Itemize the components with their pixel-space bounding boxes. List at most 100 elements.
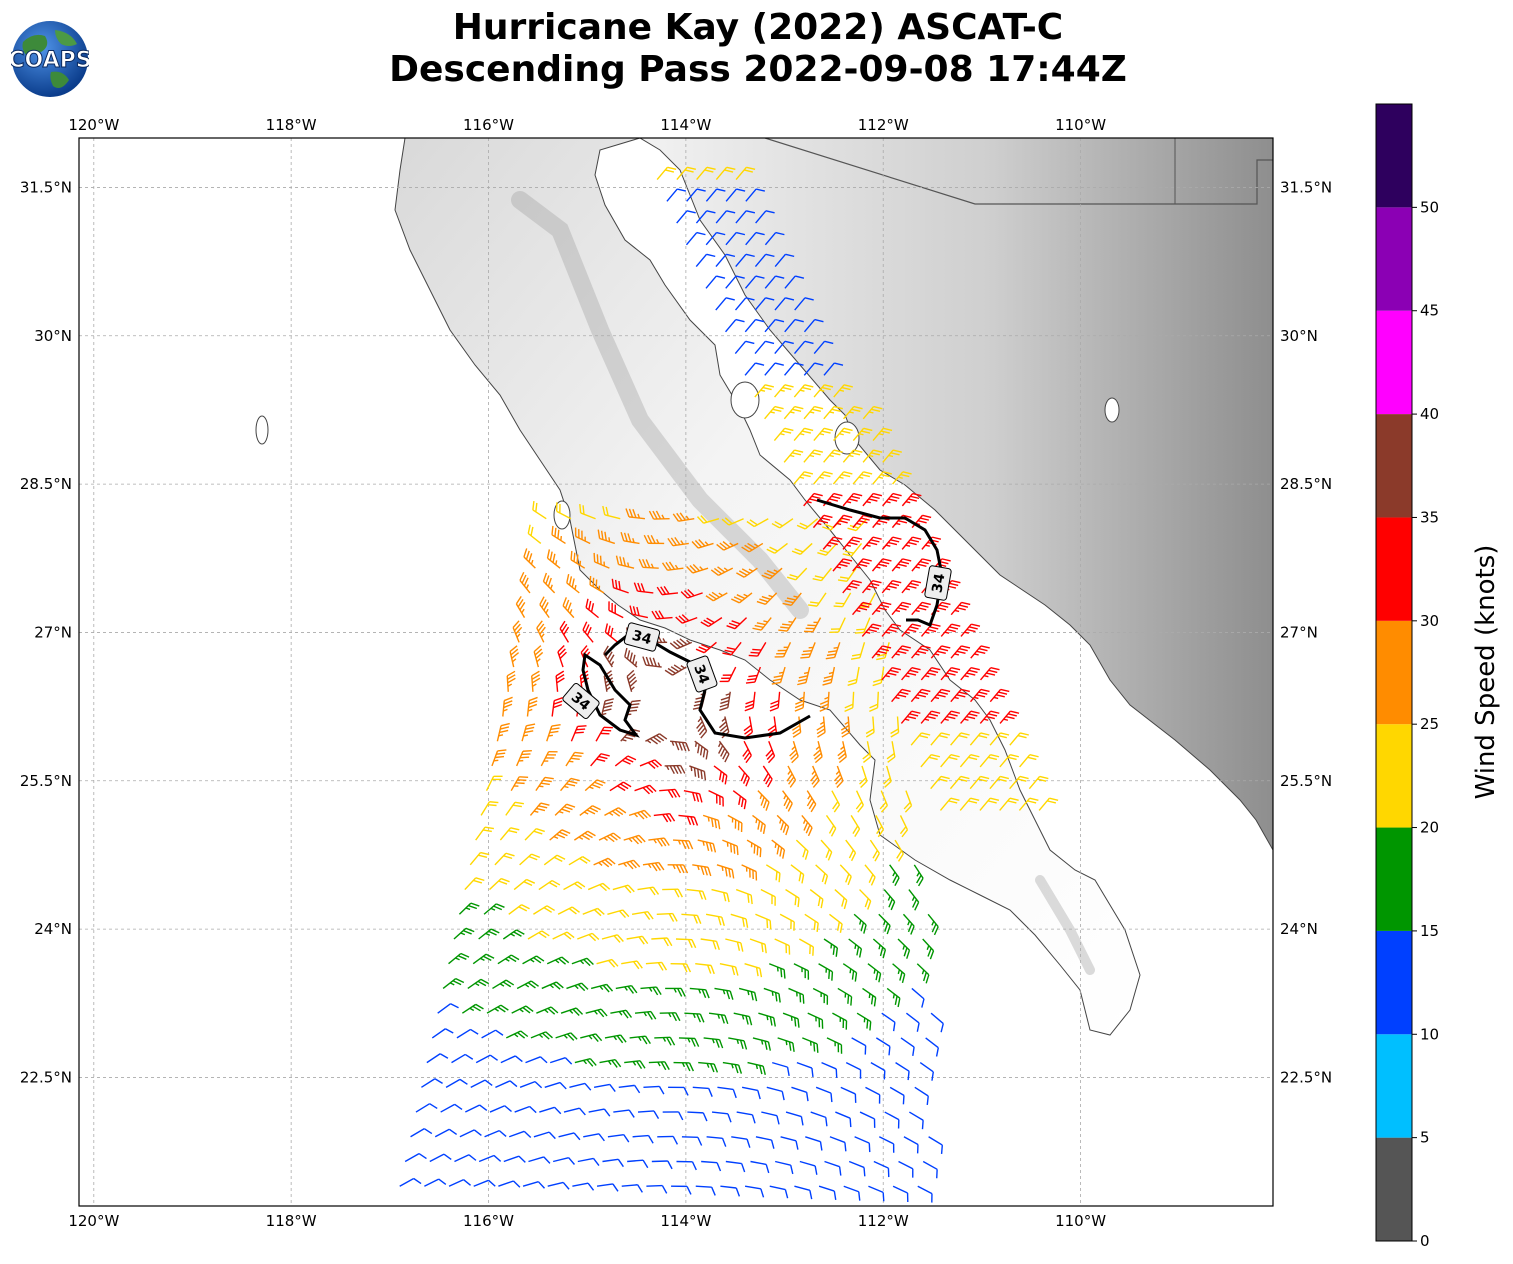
colorbar-bin bbox=[1376, 310, 1412, 415]
wind-barb bbox=[909, 1111, 924, 1130]
wind-barb bbox=[664, 664, 687, 676]
wind-barb bbox=[930, 732, 951, 746]
wind-barb bbox=[810, 765, 820, 788]
wind-barb bbox=[825, 814, 837, 837]
wind-barb bbox=[522, 955, 545, 965]
wind-barb bbox=[922, 938, 935, 960]
wind-barb bbox=[574, 1058, 597, 1067]
wind-barb bbox=[549, 1057, 573, 1065]
wind-barb bbox=[822, 536, 843, 550]
wind-barb bbox=[475, 826, 495, 841]
wind-barb bbox=[695, 963, 715, 975]
wind-barb bbox=[478, 1154, 502, 1163]
wind-barb bbox=[833, 765, 844, 788]
wind-barb bbox=[664, 764, 686, 775]
wind-barb bbox=[879, 790, 889, 813]
map-frame bbox=[78, 137, 1274, 1207]
wind-barb bbox=[572, 1182, 595, 1191]
colorbar-tick-label: 20 bbox=[1420, 819, 1439, 837]
wind-barb bbox=[852, 514, 873, 529]
wind-barb bbox=[554, 803, 576, 816]
wind-barb bbox=[939, 797, 960, 811]
wind-barb bbox=[812, 514, 833, 529]
wind-barb bbox=[689, 765, 707, 781]
wind-barb bbox=[873, 1160, 890, 1178]
wind-barb bbox=[878, 1136, 895, 1153]
wind-barb bbox=[637, 1110, 660, 1120]
wind-barb bbox=[585, 598, 599, 619]
wind-barb bbox=[415, 1103, 438, 1113]
wind-barb bbox=[683, 789, 703, 803]
us-border bbox=[764, 138, 1273, 205]
wind-barb bbox=[766, 542, 788, 554]
wind-barb bbox=[686, 188, 706, 202]
wind-barb bbox=[593, 1083, 616, 1092]
wind-barb bbox=[601, 934, 624, 943]
lat-tick-label: 22.5°N bbox=[1280, 1068, 1332, 1086]
wind-barb bbox=[489, 1105, 512, 1113]
wind-barb bbox=[516, 980, 539, 990]
wind-barb bbox=[812, 567, 832, 582]
colorbar-tick-label: 45 bbox=[1420, 302, 1439, 320]
wind-barb bbox=[651, 1160, 673, 1170]
wind-barb bbox=[794, 297, 814, 311]
colorbar-bin bbox=[1376, 414, 1412, 518]
wind-barb bbox=[570, 725, 587, 742]
wind-barb bbox=[598, 832, 621, 843]
wind-barb bbox=[536, 620, 546, 643]
wind-barb bbox=[665, 987, 686, 997]
wind-barb bbox=[843, 1185, 861, 1201]
wind-barb bbox=[1009, 732, 1029, 746]
wind-barb bbox=[861, 579, 882, 594]
wind-barb bbox=[711, 888, 730, 903]
wind-barb bbox=[872, 471, 893, 485]
wind-barb bbox=[692, 864, 712, 877]
wind-barb bbox=[901, 666, 921, 681]
wind-barb bbox=[848, 938, 863, 958]
wind-barb bbox=[527, 524, 542, 544]
wind-barb bbox=[764, 362, 784, 376]
wind-barb bbox=[782, 592, 802, 607]
wind-barb bbox=[989, 688, 1010, 703]
wind-barb bbox=[886, 741, 896, 763]
wind-barb bbox=[533, 645, 544, 668]
wind-barb bbox=[563, 881, 586, 891]
wind-barb bbox=[525, 1056, 548, 1064]
wind-barb bbox=[824, 1160, 842, 1176]
wind-barb bbox=[546, 549, 561, 569]
wind-barb bbox=[731, 592, 753, 604]
wind-barb bbox=[774, 642, 792, 658]
wind-barb bbox=[842, 449, 863, 463]
wind-barb bbox=[920, 753, 941, 768]
wind-barb bbox=[862, 987, 877, 1007]
wind-barb bbox=[867, 963, 882, 983]
lat-tick-label: 28.5°N bbox=[1280, 475, 1332, 493]
wind-barb bbox=[509, 645, 520, 668]
wind-barb bbox=[696, 716, 708, 739]
wind-barb bbox=[794, 1185, 813, 1200]
wind-barb bbox=[555, 1032, 578, 1041]
wind-barb bbox=[911, 601, 931, 616]
wind-barb bbox=[810, 1111, 828, 1127]
wind-barb bbox=[718, 716, 730, 739]
wind-barb bbox=[669, 638, 693, 650]
wind-barb bbox=[612, 884, 635, 894]
wind-barb bbox=[708, 1012, 729, 1025]
wind-barb bbox=[771, 666, 786, 685]
wind-barb bbox=[719, 666, 737, 683]
island-cedros bbox=[553, 500, 571, 530]
wind-barb bbox=[720, 1185, 741, 1197]
wind-barb bbox=[813, 741, 823, 764]
wind-barb bbox=[840, 1086, 857, 1103]
wind-barb bbox=[842, 579, 862, 594]
wind-barb bbox=[568, 856, 591, 866]
wind-barb bbox=[842, 492, 863, 507]
wind-barb bbox=[901, 536, 922, 550]
wind-barb bbox=[498, 1180, 521, 1188]
colorbar-tick-label: 40 bbox=[1420, 405, 1439, 423]
lat-tick-label: 31.5°N bbox=[20, 178, 72, 196]
wind-barb bbox=[607, 1133, 630, 1143]
wind-barb bbox=[761, 1111, 780, 1125]
wind-barb bbox=[542, 572, 556, 594]
